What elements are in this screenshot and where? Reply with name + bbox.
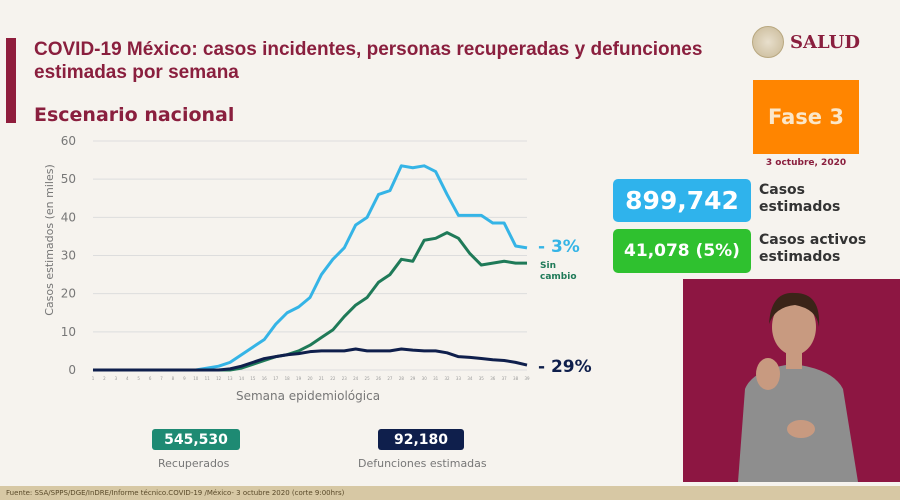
x-tick-label: 27 bbox=[387, 376, 393, 381]
logo-text: SALUD bbox=[790, 31, 860, 53]
x-tick-label: 36 bbox=[490, 376, 496, 381]
y-tick-label: 10 bbox=[61, 325, 76, 339]
y-tick-label: 40 bbox=[61, 210, 76, 224]
defunciones-value: 92,180 bbox=[378, 429, 464, 450]
x-tick-label: 39 bbox=[524, 376, 530, 381]
label-line: Casos activos bbox=[759, 232, 867, 248]
x-tick-label: 15 bbox=[250, 376, 256, 381]
x-tick-label: 3 bbox=[115, 376, 118, 381]
x-tick-label: 34 bbox=[467, 376, 473, 381]
page-subtitle: Escenario nacional bbox=[34, 104, 235, 126]
x-tick-label: 4 bbox=[126, 376, 129, 381]
salud-logo: SALUD bbox=[752, 26, 860, 58]
x-tick-label: 2 bbox=[103, 376, 106, 381]
casos-estimados-label: Casos estimados bbox=[759, 182, 840, 216]
x-tick-label: 24 bbox=[353, 376, 359, 381]
x-tick-label: 1 bbox=[92, 376, 95, 381]
x-tick-label: 23 bbox=[342, 376, 348, 381]
x-tick-label: 37 bbox=[502, 376, 508, 381]
y-axis-label: Casos estimados (en miles) bbox=[43, 164, 56, 316]
x-tick-label: 10 bbox=[193, 376, 199, 381]
x-tick-label: 16 bbox=[262, 376, 268, 381]
report-date: 3 octubre, 2020 bbox=[765, 158, 847, 168]
defunciones-label: Defunciones estimadas bbox=[358, 457, 487, 470]
recuperados-value: 545,530 bbox=[152, 429, 240, 450]
sign-language-interpreter-video bbox=[683, 279, 900, 482]
x-tick-label: 5 bbox=[137, 376, 140, 381]
page-title: COVID-19 México: casos incidentes, perso… bbox=[34, 39, 703, 83]
x-tick-label: 11 bbox=[205, 376, 211, 381]
phase-badge: Fase 3 bbox=[753, 80, 859, 154]
label-line: Casos bbox=[759, 182, 806, 198]
y-tick-label: 30 bbox=[61, 249, 76, 263]
interpreter-figure bbox=[738, 292, 858, 482]
x-tick-label: 20 bbox=[307, 376, 313, 381]
y-tick-label: 20 bbox=[61, 287, 76, 301]
y-tick-label: 0 bbox=[68, 363, 76, 377]
label-part: cambio bbox=[540, 272, 577, 282]
x-axis-label: Semana epidemiológica bbox=[236, 389, 380, 403]
x-tick-label: 12 bbox=[216, 376, 222, 381]
series-end-label: - 29% bbox=[538, 357, 592, 377]
x-tick-label: 30 bbox=[422, 376, 428, 381]
x-tick-label: 22 bbox=[330, 376, 336, 381]
x-tick-label: 13 bbox=[228, 376, 234, 381]
x-tick-label: 28 bbox=[399, 376, 405, 381]
series-end-label: - 3% bbox=[538, 237, 580, 257]
x-tick-label: 29 bbox=[410, 376, 416, 381]
x-tick-label: 35 bbox=[479, 376, 485, 381]
label-line: estimados bbox=[759, 249, 841, 265]
series-line-2 bbox=[93, 347, 528, 372]
label-part: Sin bbox=[540, 261, 556, 271]
x-tick-label: 25 bbox=[365, 376, 371, 381]
series-line-0 bbox=[93, 164, 528, 372]
source-footer: Fuente: SSA/SPPS/DGE/InDRE/Informe técni… bbox=[0, 486, 900, 500]
label-line: estimados bbox=[759, 199, 841, 215]
x-tick-label: 8 bbox=[172, 376, 175, 381]
casos-activos-value: 41,078 (5%) bbox=[613, 229, 751, 273]
x-tick-label: 31 bbox=[433, 376, 439, 381]
series-line-1 bbox=[93, 231, 527, 372]
x-tick-label: 21 bbox=[319, 376, 325, 381]
x-tick-label: 19 bbox=[296, 376, 302, 381]
x-tick-label: 38 bbox=[513, 376, 519, 381]
y-tick-label: 50 bbox=[61, 172, 76, 186]
x-tick-label: 18 bbox=[285, 376, 291, 381]
y-tick-label: 60 bbox=[61, 134, 76, 148]
recuperados-label: Recuperados bbox=[158, 457, 230, 470]
casos-activos-label: Casos activos estimados bbox=[759, 232, 866, 266]
x-tick-label: 9 bbox=[183, 376, 186, 381]
x-tick-label: 6 bbox=[149, 376, 152, 381]
x-tick-label: 32 bbox=[445, 376, 451, 381]
casos-estimados-value: 899,742 bbox=[613, 179, 751, 222]
series-end-label: Sin cambio bbox=[540, 261, 577, 282]
x-tick-label: 33 bbox=[456, 376, 462, 381]
x-tick-label: 14 bbox=[239, 376, 245, 381]
x-tick-label: 26 bbox=[376, 376, 382, 381]
mexico-seal-icon bbox=[752, 26, 784, 58]
x-tick-label: 7 bbox=[160, 376, 163, 381]
title-accent-bar bbox=[6, 38, 16, 123]
x-tick-label: 17 bbox=[273, 376, 279, 381]
